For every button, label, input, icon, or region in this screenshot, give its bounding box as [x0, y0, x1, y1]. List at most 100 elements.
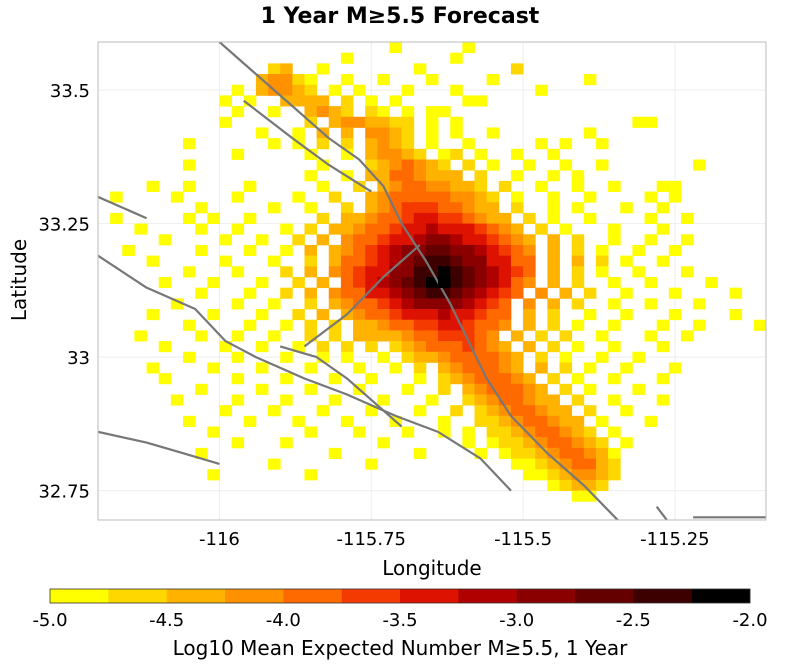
heatmap-cell — [401, 116, 415, 128]
heatmap-cell — [450, 52, 463, 64]
heatmap-cell — [498, 266, 512, 278]
heatmap-cell — [316, 276, 330, 289]
heatmap-cell — [401, 351, 415, 363]
heatmap-cell — [438, 170, 451, 182]
heatmap-cell — [255, 341, 269, 353]
heatmap-cell — [425, 116, 439, 128]
heatmap-cell — [656, 319, 670, 331]
heatmap-cell — [571, 447, 585, 459]
y-axis-ticks: 33.5 33.25 33 32.75 — [38, 81, 90, 503]
heatmap-cell — [243, 95, 257, 107]
heatmap-cell — [680, 330, 694, 342]
heatmap-cell — [340, 212, 354, 224]
heatmap-cell — [219, 405, 232, 417]
heatmap-cell — [231, 373, 245, 385]
heatmap-cell — [462, 330, 475, 342]
fault-trace — [655, 505, 669, 520]
heatmap-cell — [401, 148, 415, 160]
heatmap-cell — [583, 469, 597, 481]
heatmap-cell — [280, 74, 293, 86]
heatmap-cell — [547, 469, 560, 481]
heatmap-cell — [559, 330, 573, 342]
heatmap-cell — [583, 191, 597, 203]
heatmap-cell — [158, 341, 172, 353]
heatmap-cell — [401, 426, 415, 438]
heatmap-cell — [705, 276, 718, 289]
heatmap-cell — [268, 138, 281, 150]
heatmap-cell — [559, 415, 573, 427]
heatmap-cell — [474, 298, 488, 310]
heatmap-cell — [571, 202, 585, 214]
heatmap-cell — [571, 298, 585, 310]
heatmap-cell — [510, 255, 524, 267]
heatmap-cell — [340, 202, 354, 214]
heatmap-cell — [389, 319, 403, 331]
heatmap-cell — [595, 437, 609, 449]
heatmap-cell — [547, 266, 560, 278]
heatmap-cell — [304, 223, 318, 235]
heatmap-cell — [425, 138, 439, 150]
heatmap-cell — [377, 74, 390, 86]
heatmap-cell — [292, 415, 305, 427]
hotspot-cell — [438, 276, 451, 289]
heatmap-cell — [535, 437, 548, 449]
colorbar-tick-label: -4.0 — [266, 610, 301, 631]
heatmap-cell — [438, 330, 451, 342]
heatmap-cell — [292, 74, 305, 86]
heatmap-cell — [304, 469, 318, 481]
heatmap-cell — [401, 255, 415, 267]
heatmap-cell — [425, 276, 439, 289]
heatmap-cell — [656, 202, 670, 214]
heatmap-cell — [644, 191, 658, 203]
heatmap-cell — [170, 394, 184, 406]
heatmap-cell — [340, 138, 354, 150]
heatmap-cell — [595, 255, 609, 267]
heatmap-cell — [207, 469, 220, 481]
heatmap-cell — [401, 298, 415, 310]
heatmap-cell — [304, 95, 318, 107]
heatmap-cell — [450, 244, 463, 257]
heatmap-cell — [644, 212, 658, 224]
heatmap-cell — [632, 351, 645, 363]
heatmap-cell — [438, 351, 451, 363]
heatmap-cell — [535, 447, 548, 459]
heatmap-cell — [462, 212, 475, 224]
heatmap-cell — [656, 373, 670, 385]
heatmap-cell — [523, 244, 536, 257]
heatmap-cell — [328, 287, 342, 299]
x-axis-ticks: -116 -115.75 -115.5 -115.25 — [199, 529, 710, 550]
heatmap-cell — [365, 202, 378, 214]
heatmap-cell — [316, 309, 330, 321]
heatmap-cell — [462, 383, 475, 395]
heatmap-cell — [425, 394, 439, 406]
heatmap-cell — [510, 330, 524, 342]
heatmap-cell — [365, 170, 378, 182]
heatmap-cell — [753, 319, 766, 331]
heatmap-cell — [413, 223, 427, 235]
heatmap-cell — [134, 330, 147, 342]
colorbar-tick-label: -4.5 — [149, 610, 184, 631]
x-tick-label: -115.75 — [337, 529, 406, 550]
heatmap-cell — [510, 394, 524, 406]
heatmap-cell — [377, 212, 390, 224]
heatmap-cell — [377, 223, 390, 235]
heatmap-cell — [583, 458, 597, 470]
heatmap-cell — [608, 298, 621, 310]
heatmap-cell — [498, 276, 512, 289]
heatmap-cell — [292, 276, 305, 289]
heatmap-cell — [268, 202, 281, 214]
heatmap-cell — [510, 458, 524, 470]
heatmap-cell — [353, 330, 366, 342]
heatmap-cell — [401, 138, 415, 150]
heatmap-cell — [450, 212, 463, 224]
heatmap-cell — [462, 42, 475, 54]
heatmap-cell — [243, 287, 257, 299]
heatmap-cell — [255, 383, 269, 395]
heatmap-cell — [571, 437, 585, 449]
heatmap-cell — [571, 170, 585, 182]
heatmap-cell — [450, 351, 463, 363]
heatmap-cell — [486, 415, 500, 427]
heatmap-cell — [474, 415, 488, 427]
heatmap-cell — [207, 309, 220, 321]
